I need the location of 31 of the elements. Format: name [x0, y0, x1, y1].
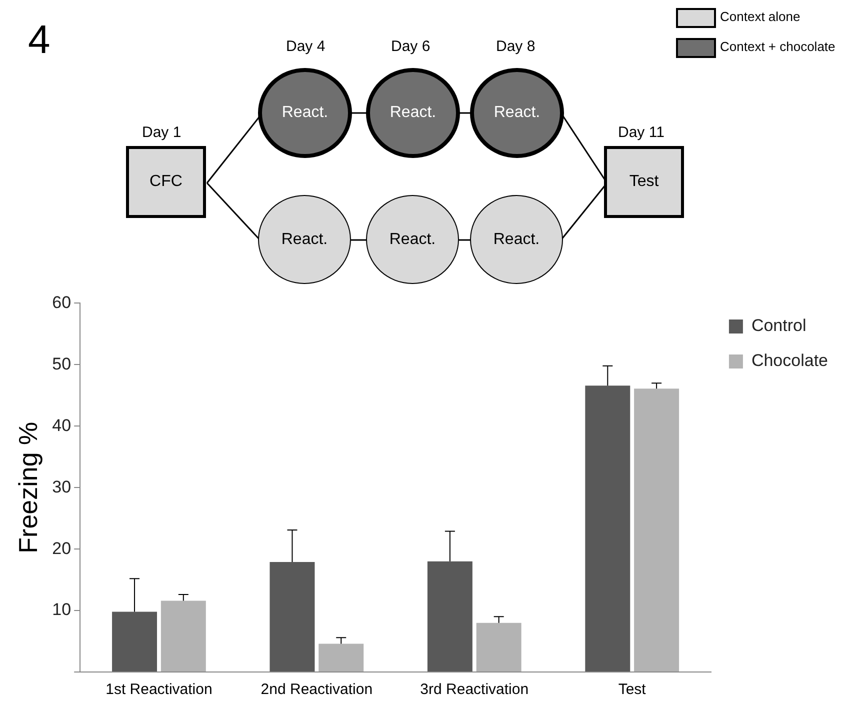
square-node: Test — [604, 146, 684, 218]
x-tick-label: 1st Reactivation — [106, 681, 212, 698]
y-axis-title: Freezing % — [12, 422, 43, 554]
bar — [476, 622, 522, 672]
y-tick-label: 30 — [52, 477, 72, 496]
legend-label: Chocolate — [751, 351, 828, 370]
bar — [112, 612, 158, 672]
legend-label: Control — [751, 316, 806, 336]
x-tick-label: 3rd Reactivation — [420, 681, 529, 698]
text: Day 1 — [142, 124, 182, 141]
bar — [585, 386, 630, 672]
text: Day 8 — [496, 38, 536, 55]
bar — [318, 644, 364, 672]
bar — [634, 388, 680, 672]
text: Context alone — [720, 9, 800, 24]
x-tick-label: Test — [618, 681, 647, 698]
text: Day 6 — [391, 38, 430, 55]
bar — [160, 600, 206, 672]
bar — [427, 561, 472, 672]
x-tick-label: 2nd Reactivation — [260, 681, 373, 698]
text: Context + chocolate — [720, 39, 836, 54]
y-tick-label: 10 — [52, 600, 72, 620]
square-node: CFC — [126, 146, 206, 218]
y-tick-label: 50 — [52, 354, 72, 374]
bar — [270, 562, 315, 672]
text: Day 11 — [618, 124, 664, 141]
y-tick-label: 40 — [52, 416, 72, 435]
y-tick-label: 20 — [52, 538, 72, 558]
text: Day 4 — [286, 38, 326, 55]
text: 4 — [28, 18, 50, 63]
y-tick-label: 60 — [52, 292, 72, 312]
